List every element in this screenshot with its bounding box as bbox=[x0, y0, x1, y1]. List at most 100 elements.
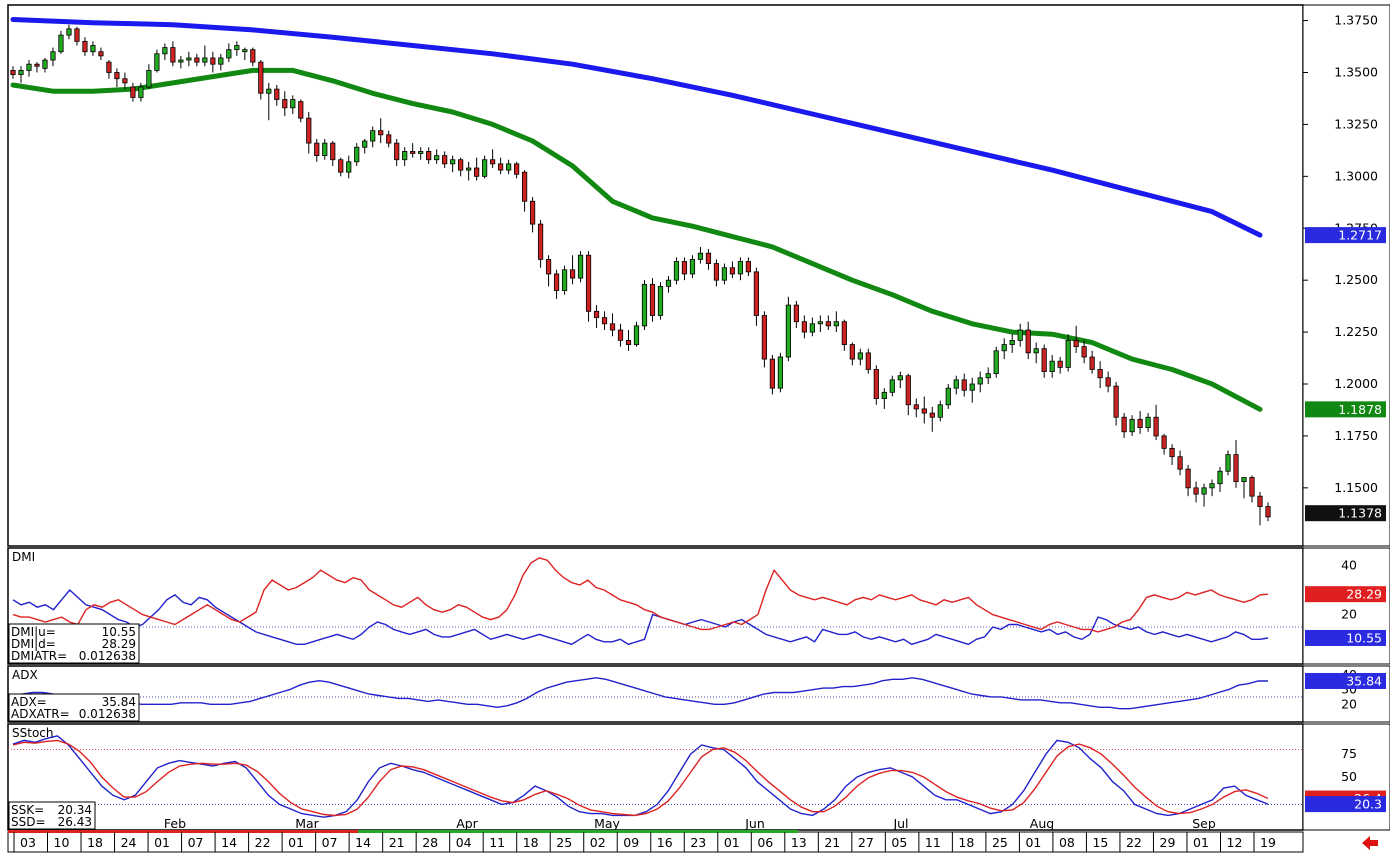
up-candle bbox=[354, 143, 360, 166]
up-candle bbox=[665, 276, 672, 293]
up-candle bbox=[322, 138, 328, 160]
value-axis bbox=[1302, 723, 1390, 831]
up-candle bbox=[1065, 334, 1071, 372]
price-panel[interactable]: 1.37501.35001.32501.30001.27501.25001.22… bbox=[7, 4, 1390, 547]
candle-body bbox=[737, 261, 744, 275]
candle-body bbox=[34, 63, 40, 67]
values-box-value: 28.29 bbox=[102, 637, 136, 651]
candle-body bbox=[466, 167, 472, 171]
up-candle bbox=[969, 377, 975, 403]
up-candle bbox=[242, 47, 248, 61]
day-label: 16 bbox=[657, 835, 673, 850]
down-candle bbox=[338, 157, 344, 177]
value-badge bbox=[1305, 796, 1386, 813]
value-badge bbox=[1305, 401, 1386, 418]
down-candle bbox=[250, 47, 256, 67]
candle-body bbox=[1073, 339, 1079, 348]
candle-body bbox=[314, 142, 320, 156]
month-label: Jun bbox=[744, 816, 765, 831]
down-candle bbox=[298, 99, 304, 123]
y-tick-label: 1.3250 bbox=[1334, 116, 1378, 131]
down-candle bbox=[553, 269, 560, 299]
y-tick-label: 1.2250 bbox=[1334, 324, 1378, 339]
down-candle bbox=[170, 41, 176, 67]
candle-body bbox=[585, 254, 592, 312]
candle-body bbox=[929, 412, 935, 418]
value-badge-label: 1.1378 bbox=[1338, 506, 1382, 521]
day-label: 23 bbox=[690, 835, 706, 850]
value-badge-label: 1.1878 bbox=[1338, 402, 1382, 417]
candle-body bbox=[426, 151, 432, 161]
value-badge bbox=[1305, 227, 1386, 244]
candle-body bbox=[641, 283, 648, 327]
down-candle bbox=[793, 300, 799, 328]
up-candle bbox=[1017, 323, 1023, 347]
candle-body bbox=[122, 78, 128, 84]
down-candle bbox=[625, 330, 632, 351]
down-candle bbox=[330, 141, 336, 166]
down-candle bbox=[905, 373, 911, 416]
candle-body bbox=[1113, 385, 1119, 418]
up-candle bbox=[370, 126, 376, 148]
candle-body bbox=[625, 339, 632, 345]
down-candle bbox=[122, 72, 128, 90]
day-label: 21 bbox=[824, 835, 840, 850]
candle-body bbox=[282, 99, 288, 109]
down-candle bbox=[514, 161, 520, 179]
day-label: 25 bbox=[992, 835, 1008, 850]
day-label: 13 bbox=[791, 835, 807, 850]
up-candle bbox=[186, 51, 192, 67]
down-candle bbox=[1137, 411, 1143, 434]
candle-body bbox=[370, 130, 376, 142]
candle-body bbox=[290, 99, 296, 109]
down-candle bbox=[609, 313, 616, 337]
down-candle bbox=[529, 197, 536, 233]
down-candle bbox=[1169, 444, 1175, 466]
candle-body bbox=[785, 304, 791, 358]
candle-body bbox=[977, 377, 983, 385]
candle-body bbox=[521, 171, 528, 202]
candle-body bbox=[162, 47, 168, 55]
dmi-panel[interactable]: DMI 40 20 DMI|u= 10.55 DMI|d= 28.29 DMIATR= 0.01… bbox=[7, 547, 1390, 665]
indicator-line bbox=[12, 557, 1269, 633]
value-badge bbox=[1305, 629, 1386, 646]
candle-body bbox=[186, 57, 192, 61]
y-tick-label: 20 bbox=[1341, 696, 1357, 711]
candle-body bbox=[993, 350, 999, 375]
month-label: Mar bbox=[295, 816, 319, 831]
candle-body bbox=[10, 70, 16, 75]
down-candle bbox=[306, 111, 312, 154]
down-candle bbox=[1193, 481, 1199, 503]
day-label: 22 bbox=[1126, 835, 1142, 850]
scroll-left-arrow-icon[interactable] bbox=[1362, 836, 1378, 850]
candle-body bbox=[745, 261, 752, 273]
candle-body bbox=[378, 130, 384, 136]
candle-body bbox=[553, 273, 560, 291]
down-candle bbox=[274, 84, 280, 106]
candle-body bbox=[1177, 456, 1183, 470]
stoch-panel[interactable]: SStoch7550SSK=20.34SSD=26.4326.420.3FebM… bbox=[7, 723, 1390, 831]
down-candle bbox=[34, 62, 40, 73]
candle-body bbox=[322, 142, 328, 156]
day-label: 08 bbox=[1059, 835, 1075, 850]
candle-body bbox=[713, 263, 720, 281]
up-candle bbox=[50, 47, 56, 67]
values-box-key: ADXATR= bbox=[11, 707, 70, 721]
down-candle bbox=[569, 255, 576, 285]
up-candle bbox=[945, 384, 951, 409]
day-label: 21 bbox=[389, 835, 405, 850]
candle-body bbox=[873, 369, 879, 399]
day-label: 18 bbox=[523, 835, 539, 850]
down-candle bbox=[410, 143, 416, 158]
value-badge-label: 20.3 bbox=[1354, 797, 1382, 812]
down-candle bbox=[98, 47, 104, 61]
candle-body bbox=[1137, 418, 1143, 429]
candle-body bbox=[106, 61, 112, 73]
y-tick-label: 1.1750 bbox=[1334, 428, 1378, 443]
month-label: Aug bbox=[1030, 816, 1054, 831]
candle-body bbox=[857, 352, 863, 360]
candle-body bbox=[170, 47, 176, 63]
candle-body bbox=[82, 40, 88, 53]
day-label: 01 bbox=[288, 835, 304, 850]
